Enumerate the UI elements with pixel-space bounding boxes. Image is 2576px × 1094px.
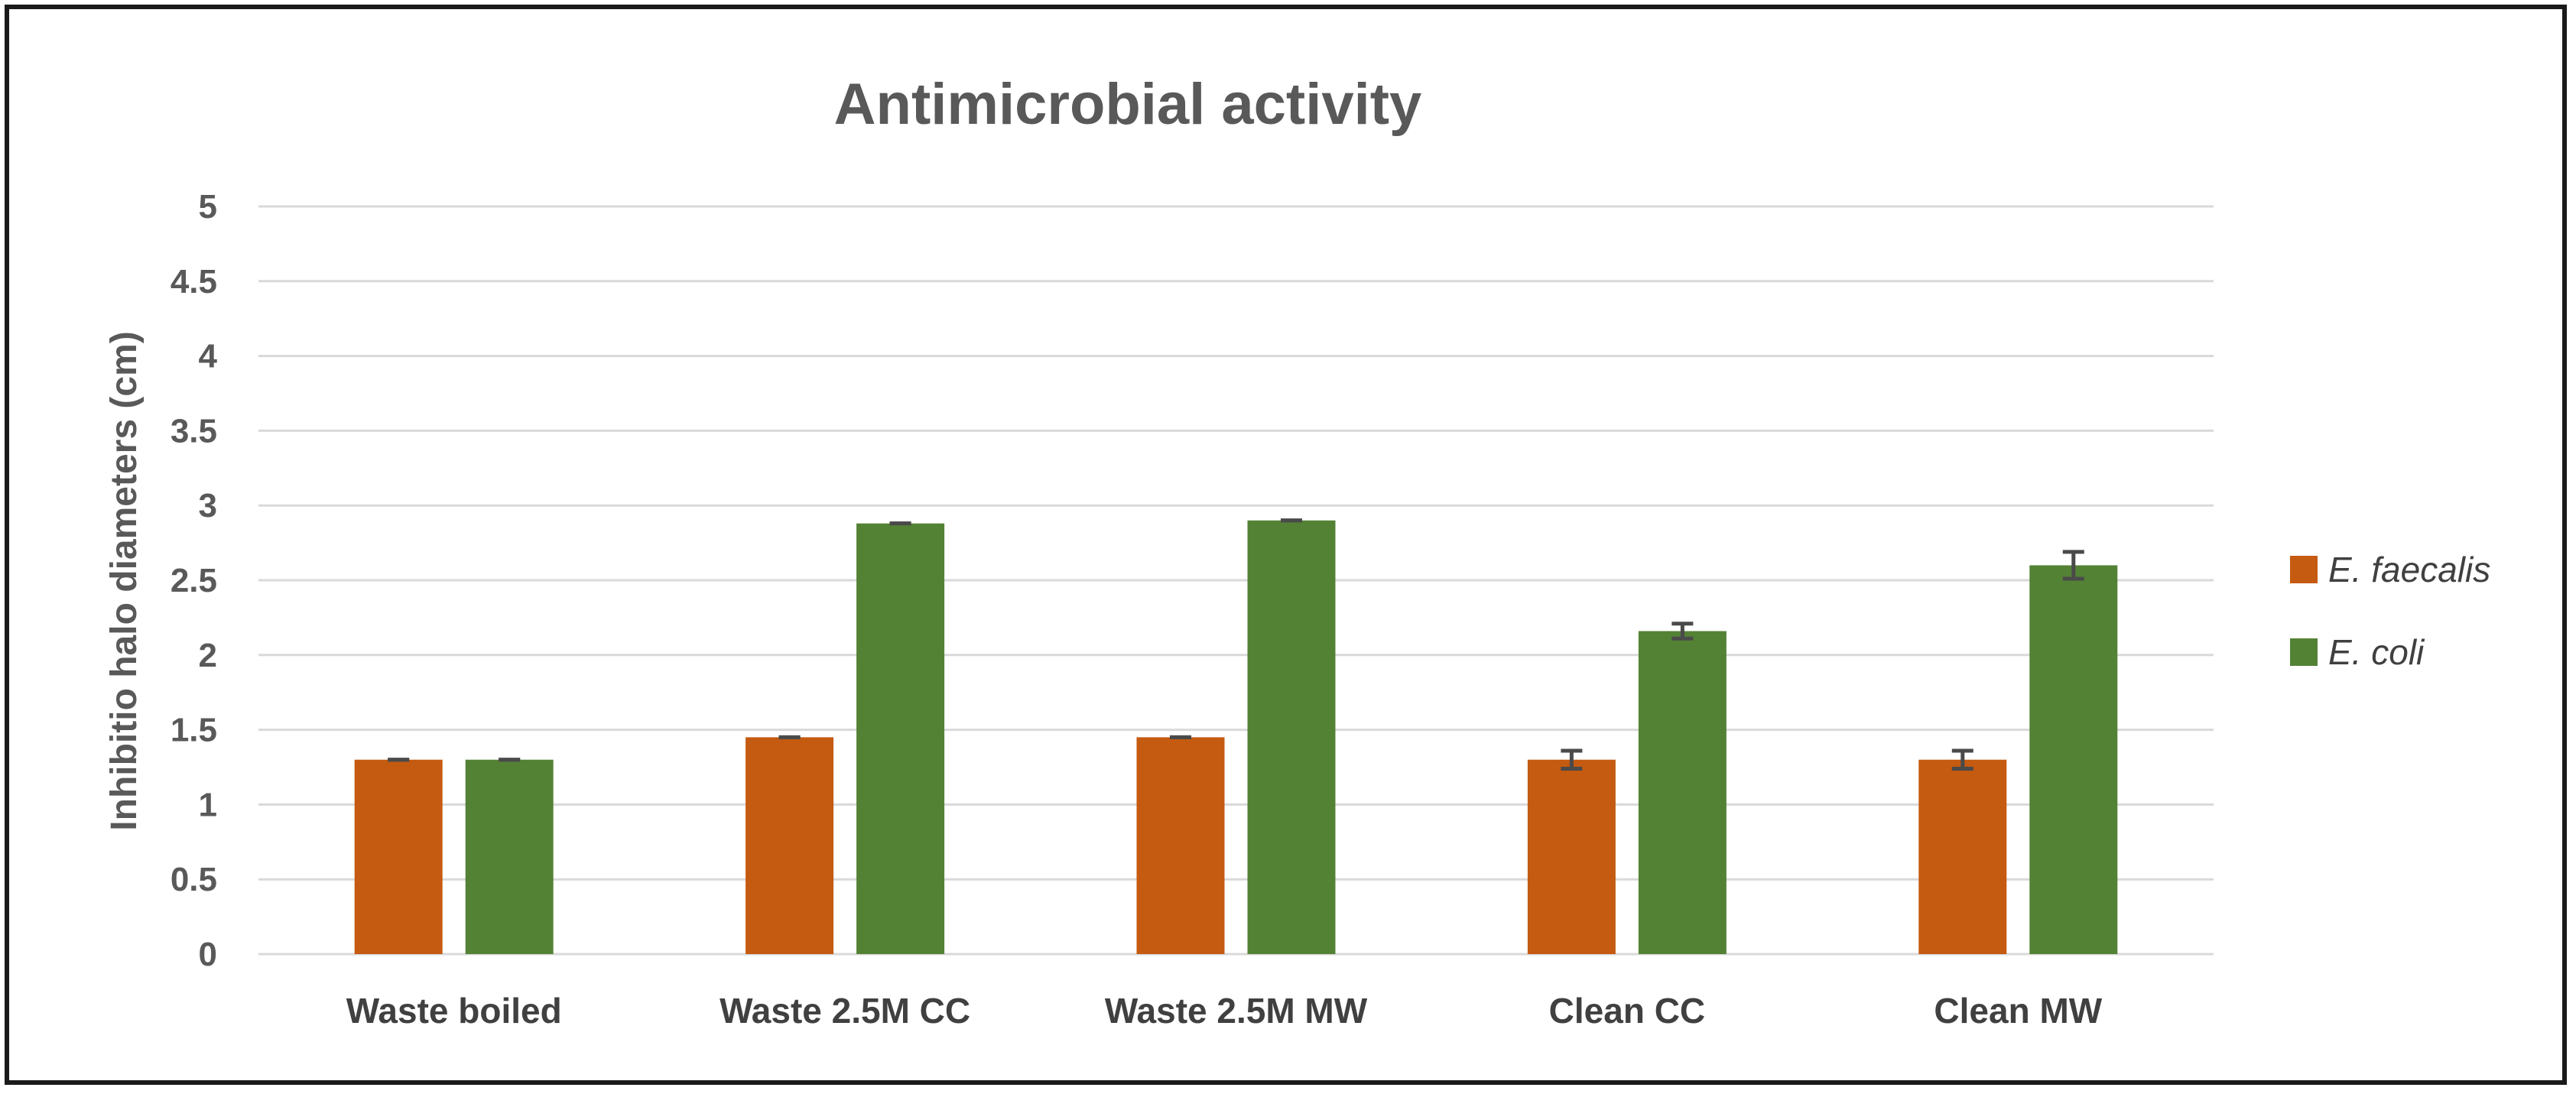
y-tick-label: 3.5 <box>171 412 217 450</box>
y-tick-label: 4 <box>199 338 218 375</box>
bar-ecoli-1 <box>856 523 945 954</box>
legend-label: E. faecalis <box>2328 550 2490 589</box>
bar-efaecalis-0 <box>354 759 443 954</box>
y-tick-label: 0 <box>199 936 217 973</box>
bar-ecoli-0 <box>465 759 554 954</box>
bar-efaecalis-1 <box>746 737 834 954</box>
legend-swatch <box>2290 556 2318 583</box>
x-category-label: Clean MW <box>1934 991 2102 1031</box>
x-category-label: Waste boiled <box>346 991 562 1031</box>
error-bar <box>1671 622 1694 641</box>
legend-swatch <box>2290 638 2318 666</box>
bar-efaecalis-3 <box>1527 759 1616 954</box>
legend-label: E. coli <box>2328 632 2425 672</box>
y-tick-label: 2.5 <box>171 562 217 599</box>
bar-efaecalis-4 <box>1918 759 2007 954</box>
error-bar <box>1951 748 1973 771</box>
x-category-label: Waste 2.5M CC <box>720 991 970 1031</box>
y-tick-label: 3 <box>199 487 217 524</box>
bar-ecoli-3 <box>1638 631 1727 954</box>
y-tick-label: 5 <box>199 188 217 226</box>
y-tick-label: 4.5 <box>171 263 217 300</box>
x-category-label: Clean CC <box>1549 991 1705 1031</box>
x-category-label: Waste 2.5M MW <box>1105 991 1368 1031</box>
y-axis-label: Inhibitio halo diameters (cm) <box>104 331 145 830</box>
bar-ecoli-2 <box>1247 520 1336 954</box>
y-tick-label: 1.5 <box>171 712 217 749</box>
legend-entry: E. faecalis <box>2290 550 2490 589</box>
bar-efaecalis-2 <box>1136 737 1225 954</box>
y-tick-label: 0.5 <box>171 861 217 898</box>
y-tick-label: 1 <box>199 786 217 823</box>
error-bar <box>1561 748 1583 771</box>
legend-entry: E. coli <box>2290 632 2425 672</box>
y-tick-label: 2 <box>199 637 217 674</box>
chart-title: Antimicrobial activity <box>834 72 1422 137</box>
error-bar <box>2062 550 2084 581</box>
bar-ecoli-4 <box>2029 565 2118 954</box>
